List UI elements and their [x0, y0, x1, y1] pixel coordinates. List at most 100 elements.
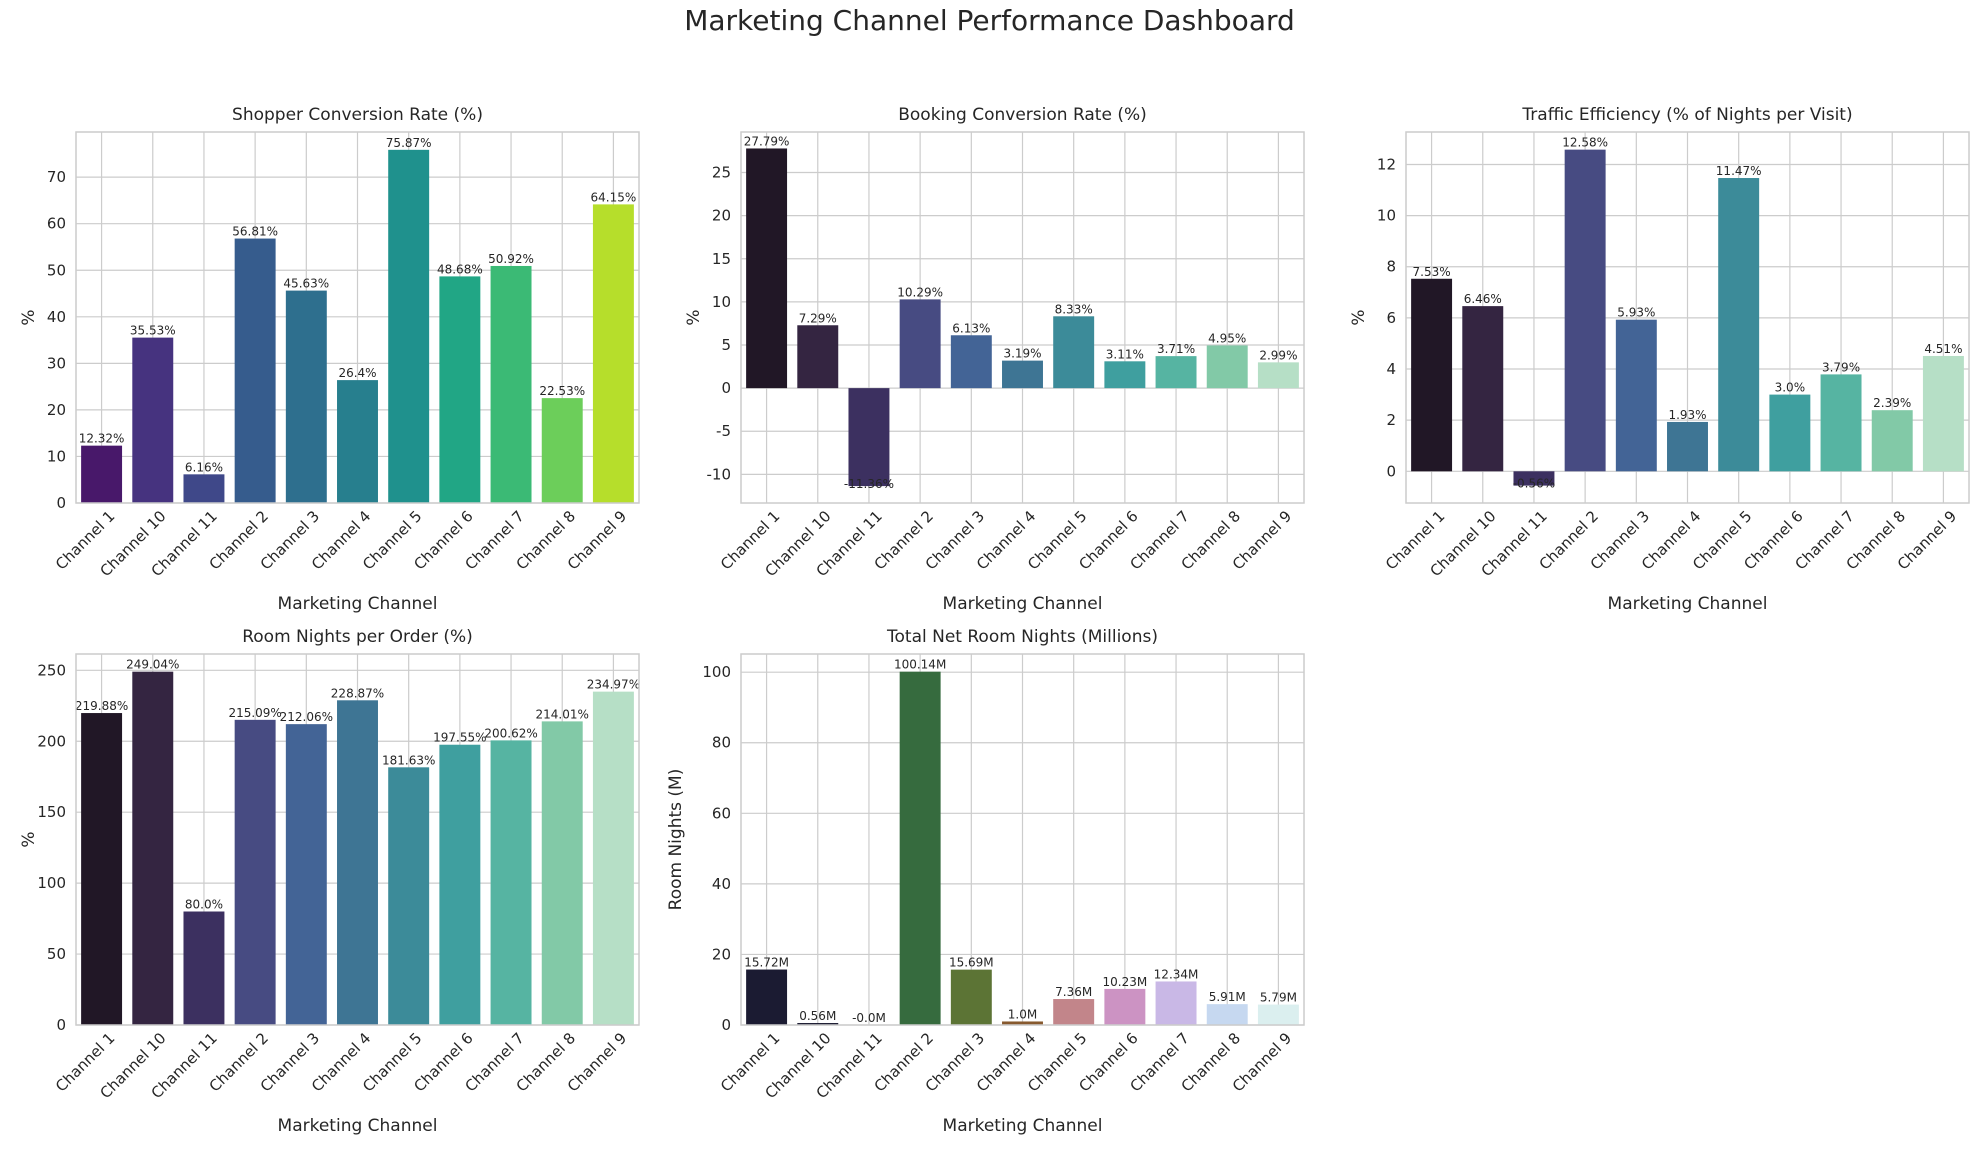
data-label: 181.63% [382, 753, 435, 767]
data-label: 0.56M [799, 1009, 836, 1023]
y-tick-label: 20 [712, 207, 731, 225]
chart-title: Traffic Efficiency (% of Nights per Visi… [1521, 105, 1852, 125]
bar-channel-11 [848, 388, 890, 487]
data-label: 6.46% [1464, 292, 1502, 306]
data-label: 6.13% [952, 321, 990, 335]
y-tick-label: 0 [56, 1016, 66, 1034]
x-axis-label: Marketing Channel [943, 1116, 1103, 1136]
data-label: 12.32% [79, 432, 125, 446]
axes-frame [1405, 131, 1970, 504]
chart-shopper-conversion: 0 10 20 30 40 50 60 70 12.32% 35.53% 6.16% 56.81% 45… [19, 105, 640, 614]
data-label: 197.55% [433, 731, 486, 745]
bar-channel-10 [132, 337, 174, 503]
axes-frame [75, 131, 640, 504]
data-label: 4.51% [1924, 342, 1962, 356]
y-tick-label: 12 [1377, 155, 1396, 173]
data-label: 11.47% [1716, 164, 1762, 178]
data-label: 249.04% [126, 658, 179, 672]
bar-channel-10 [1462, 306, 1504, 472]
data-label: 45.63% [283, 277, 329, 291]
y-tick-label: 60 [712, 804, 731, 822]
y-tick-label: 25 [712, 164, 731, 182]
data-label: 10.23M [1103, 975, 1148, 989]
y-tick-label: 0 [721, 1016, 731, 1034]
y-tick-label: 40 [712, 875, 731, 893]
y-tick-label: 50 [47, 945, 66, 963]
plot-area: 0 2 4 6 8 10 12 7.53% 6.46% -0.56% 12.58% 5.93% 1.93… [1349, 105, 1970, 614]
bar-channel-3 [1615, 319, 1657, 472]
axes-frame [740, 131, 1305, 504]
data-label: 15.69M [949, 956, 994, 970]
data-label: 80.0% [185, 898, 223, 912]
y-tick-label: 2 [1386, 411, 1396, 429]
data-label: 12.34M [1154, 967, 1199, 981]
chart-booking-conversion: -10 -5 0 5 10 15 20 25 27.79% 7.29% -11.36% 10.29% 6… [684, 105, 1305, 614]
chart-total-net-room-nights: 0 20 40 60 80 100 15.72M 0.56M -0.0M 100.14M 15.69… [666, 627, 1305, 1136]
bar-channel-2 [234, 238, 276, 503]
axes-frame [75, 653, 640, 1026]
data-label: 228.87% [331, 686, 384, 700]
y-axis-label: Room Nights (M) [666, 769, 686, 911]
y-tick-label: 10 [1377, 207, 1396, 225]
bar-channel-5 [388, 767, 430, 1025]
bar-channel-1 [746, 148, 788, 389]
data-label: 5.91M [1209, 990, 1246, 1004]
data-label: 5.79M [1260, 991, 1297, 1005]
y-tick-label: 0 [721, 379, 731, 397]
bar-channel-7 [490, 740, 532, 1025]
y-tick-label: 40 [47, 308, 66, 326]
y-axis-label: % [684, 309, 704, 325]
y-tick-label: -5 [716, 422, 731, 440]
y-tick-label: 20 [712, 945, 731, 963]
bar-channel-3 [285, 724, 327, 1025]
data-label: 7.29% [799, 311, 837, 325]
data-label: 48.68% [437, 262, 483, 276]
y-axis-label: % [19, 309, 39, 325]
bar-channel-4 [337, 380, 378, 503]
bar-channel-7 [1155, 356, 1197, 389]
bar-channel-7 [1155, 981, 1197, 1025]
data-label: 35.53% [130, 324, 176, 338]
data-label: 56.81% [232, 225, 278, 239]
chart-traffic-efficiency: 0 2 4 6 8 10 12 7.53% 6.46% -0.56% 12.58% 5.93% 1.93… [1349, 105, 1970, 614]
y-tick-label: 15 [712, 250, 731, 268]
y-tick-label: 20 [47, 401, 66, 419]
y-axis-label: % [19, 831, 39, 847]
bar-channel-3 [285, 290, 327, 503]
x-axis-label: Marketing Channel [943, 594, 1103, 614]
chart-title: Booking Conversion Rate (%) [898, 105, 1147, 125]
data-label: 234.97% [587, 678, 640, 692]
bar-channel-5 [1718, 178, 1760, 472]
bar-channel-8 [1206, 345, 1248, 389]
data-label: 22.53% [539, 384, 585, 398]
data-label: 27.79% [744, 134, 790, 148]
bar-channel-11 [183, 911, 225, 1025]
bar-channel-4 [1002, 360, 1043, 389]
dashboard-title: Marketing Channel Performance Dashboard [684, 4, 1295, 37]
data-label: 10.29% [897, 285, 943, 299]
y-tick-label: 10 [47, 447, 66, 465]
bar-channel-1 [1411, 278, 1453, 472]
bar-channel-7 [1820, 374, 1862, 472]
y-tick-label: 80 [712, 734, 731, 752]
plot-area: 0 20 40 60 80 100 15.72M 0.56M -0.0M 100.14M 15.69… [666, 627, 1305, 1136]
chart-room-nights-per-order: 0 50 100 150 200 250 219.88% 249.04% 80.0% 215.09… [19, 627, 640, 1136]
bar-channel-8 [541, 398, 583, 503]
bar-channel-11 [183, 474, 225, 503]
bar-channel-9 [1257, 362, 1299, 389]
y-tick-label: 60 [47, 215, 66, 233]
bar-channel-8 [541, 721, 583, 1025]
bar-channel-9 [592, 691, 634, 1025]
y-tick-label: 6 [1386, 309, 1396, 327]
data-label: -0.56% [1513, 477, 1555, 491]
data-label: 3.71% [1157, 342, 1195, 356]
data-label: 200.62% [484, 726, 537, 740]
chart-title: Total Net Room Nights (Millions) [886, 627, 1158, 647]
x-axis-label: Marketing Channel [278, 1116, 438, 1136]
bar-channel-6 [439, 276, 481, 503]
data-label: 215.09% [228, 706, 281, 720]
data-label: 8.33% [1055, 302, 1093, 316]
bar-channel-2 [899, 299, 941, 389]
y-tick-label: 70 [47, 168, 66, 186]
bar-channel-1 [81, 713, 123, 1025]
